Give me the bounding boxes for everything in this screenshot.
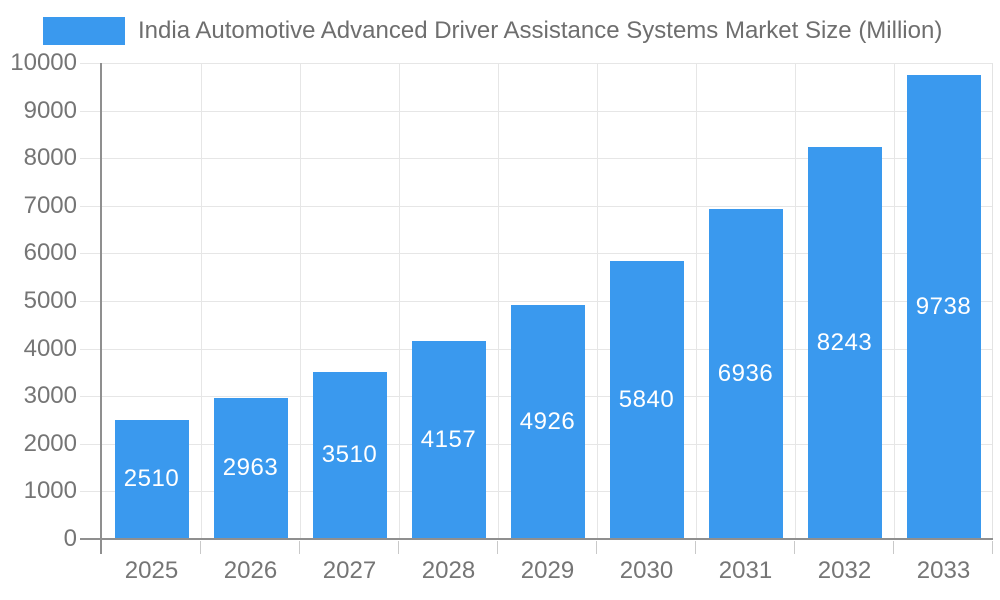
- bar: 6936: [708, 208, 783, 539]
- x-tick: [398, 541, 399, 554]
- bar-value-label: 3510: [321, 441, 378, 469]
- v-gridline: [497, 63, 499, 539]
- y-axis-label: 3000: [23, 382, 77, 410]
- chart-title: India Automotive Advanced Driver Assista…: [138, 17, 943, 44]
- y-axis-label: 2000: [23, 429, 77, 457]
- bar: 5840: [609, 261, 684, 539]
- bar: 2963: [213, 397, 288, 539]
- y-axis-line: [100, 63, 102, 554]
- legend: India Automotive Advanced Driver Assista…: [43, 17, 942, 45]
- y-axis-label: 7000: [23, 191, 77, 219]
- h-gridline: [102, 110, 992, 112]
- v-gridline: [695, 63, 697, 539]
- x-tick: [695, 541, 696, 554]
- h-gridline: [102, 253, 992, 255]
- y-axis-label: 10000: [10, 49, 77, 76]
- v-gridline: [200, 63, 202, 539]
- v-gridline: [893, 63, 895, 539]
- y-axis-label: 6000: [23, 239, 77, 267]
- y-tick: [80, 205, 100, 207]
- y-axis-label: 8000: [23, 144, 77, 172]
- y-tick: [80, 443, 100, 445]
- bar-value-label: 4157: [420, 426, 477, 454]
- x-axis-label: 2030: [619, 557, 674, 584]
- x-tick: [992, 541, 993, 554]
- y-tick: [80, 348, 100, 350]
- bar: 9738: [906, 75, 981, 539]
- x-tick: [794, 541, 795, 554]
- bar-value-label: 2510: [123, 465, 180, 493]
- x-axis-label: 2026: [223, 557, 278, 584]
- y-axis-label: 0: [63, 525, 77, 552]
- y-tick: [80, 63, 100, 64]
- y-axis-label: 1000: [23, 477, 77, 505]
- bar-value-label: 6936: [717, 359, 774, 387]
- h-gridline: [102, 63, 992, 64]
- x-axis-label: 2033: [916, 557, 971, 584]
- bar-value-label: 5840: [618, 386, 675, 414]
- y-tick: [80, 158, 100, 160]
- bar: 4926: [510, 304, 585, 539]
- y-tick: [80, 301, 100, 302]
- v-gridline: [398, 63, 400, 539]
- y-tick: [80, 253, 100, 255]
- x-axis-label: 2025: [124, 557, 179, 584]
- bar: 3510: [312, 371, 387, 539]
- v-gridline: [596, 63, 598, 539]
- bar: 2510: [114, 419, 189, 539]
- bar: 8243: [807, 146, 882, 539]
- y-axis-label: 5000: [23, 287, 77, 314]
- v-gridline: [299, 63, 301, 539]
- x-tick: [596, 541, 597, 554]
- bar-value-label: 4926: [519, 407, 576, 435]
- y-axis-label: 9000: [23, 96, 77, 124]
- y-axis-label: 4000: [23, 334, 77, 362]
- legend-swatch: [43, 17, 125, 45]
- y-tick: [80, 491, 100, 493]
- x-tick: [893, 541, 894, 554]
- x-axis-label: 2032: [817, 557, 872, 584]
- x-axis-label: 2031: [718, 557, 773, 584]
- h-gridline: [102, 205, 992, 207]
- bar-value-label: 2963: [222, 454, 279, 482]
- x-axis-label: 2027: [322, 557, 377, 584]
- h-gridline: [102, 158, 992, 160]
- x-tick: [299, 541, 300, 554]
- x-tick: [200, 541, 201, 554]
- x-axis-label: 2028: [421, 557, 476, 584]
- x-axis-line: [80, 538, 993, 540]
- x-tick: [497, 541, 498, 554]
- bar: 4157: [411, 341, 486, 539]
- v-gridline: [794, 63, 796, 539]
- bar-value-label: 9738: [915, 293, 972, 321]
- y-tick: [80, 396, 100, 398]
- bar-value-label: 8243: [816, 328, 873, 356]
- h-gridline: [102, 301, 992, 302]
- plot-area: 2510 2963 3510 4157 4926 5840 6936 8243 9738: [80, 63, 993, 554]
- x-axis-label: 2029: [520, 557, 575, 584]
- y-tick: [80, 110, 100, 112]
